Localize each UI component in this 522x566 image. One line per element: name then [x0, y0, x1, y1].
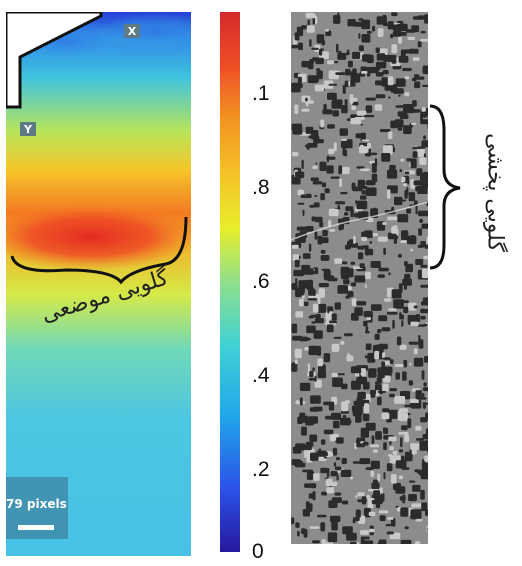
localized-necking-annotation: گلویی موضعی: [30, 262, 180, 332]
y-axis-marker: Y: [20, 122, 36, 136]
speckle-pattern-image: [291, 12, 428, 544]
diffuse-necking-annotation: گلویی پخشی: [480, 110, 510, 280]
scale-bar-line: [18, 525, 54, 530]
heatmap-image: [6, 12, 191, 556]
localized-necking-label: گلویی موضعی: [38, 265, 172, 328]
colorbar-tick-label: .2: [252, 458, 270, 481]
scale-bar-label: 79 pixels: [6, 497, 67, 511]
colorbar-tick-label: 0: [252, 540, 264, 563]
diffuse-necking-brace: [429, 104, 461, 270]
specimen-photo: [291, 12, 428, 544]
colorbar-tick-label: .8: [252, 176, 270, 199]
colorbar: [220, 12, 240, 552]
diffuse-necking-label: گلویی پخشی: [482, 133, 508, 252]
strain-heatmap: X Y 79 pixels: [6, 12, 191, 556]
scale-bar: 79 pixels: [6, 477, 68, 539]
colorbar-tick-label: .4: [252, 364, 270, 387]
colorbar-tick-label: .6: [252, 270, 270, 293]
colorbar-tick-label: .1: [252, 82, 270, 105]
x-axis-marker: X: [124, 24, 140, 38]
